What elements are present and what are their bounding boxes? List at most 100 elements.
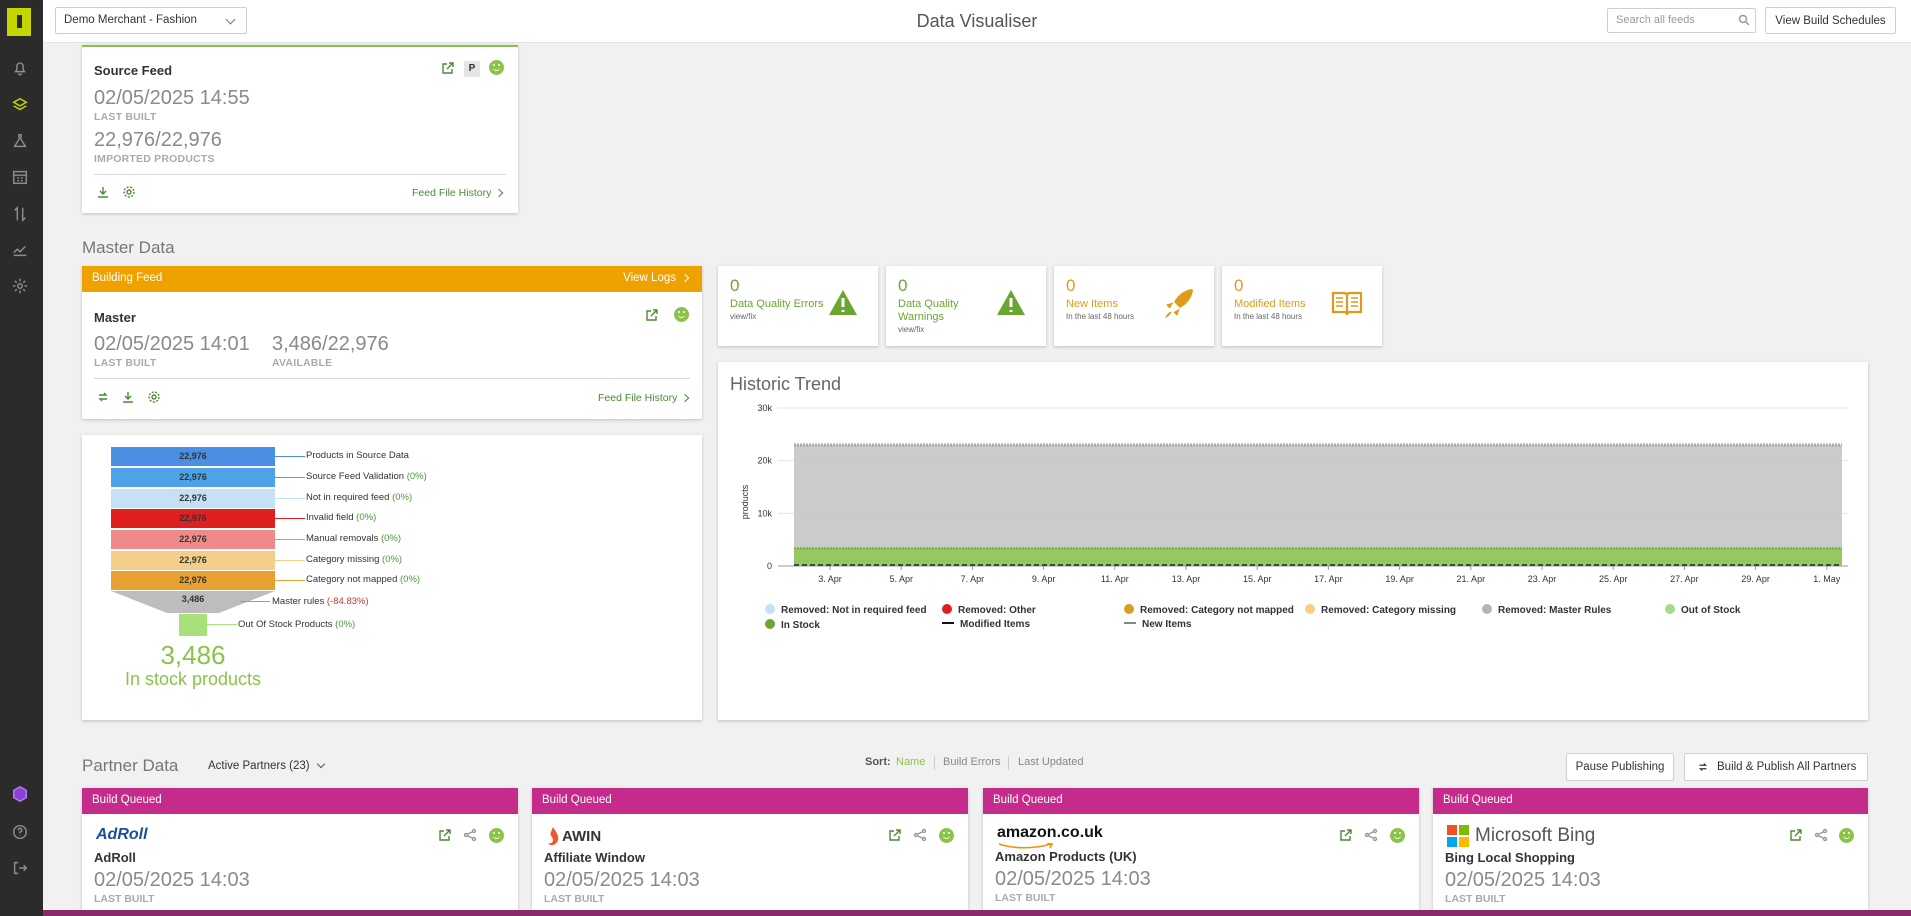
search-input[interactable]: Search all feeds	[1607, 8, 1756, 33]
share-icon[interactable]	[463, 828, 477, 842]
partner-card[interactable]: Build Queued amazon.co.uk Amazon Product…	[983, 788, 1419, 916]
external-link-icon[interactable]	[645, 308, 659, 322]
legend-item[interactable]: New Items	[1124, 619, 1191, 630]
flask-icon[interactable]	[10, 131, 30, 151]
y-tick-label: 20k	[757, 456, 772, 466]
left-nav-rail	[0, 0, 43, 916]
status-smiley-icon	[489, 60, 504, 75]
external-link-icon[interactable]	[888, 828, 902, 842]
stat-value: 0	[1234, 276, 1244, 295]
partner-status-text: Build Queued	[542, 794, 612, 806]
stat-sub[interactable]: view/fix	[730, 312, 757, 321]
data-quality-warnings-card[interactable]: 0 Data Quality Warnings view/fix	[886, 266, 1046, 346]
in-stock-block	[179, 614, 207, 636]
partner-card[interactable]: Build Queued AWIN Affiliate Window 02/05…	[532, 788, 968, 916]
build-publish-all-label: Build & Publish All Partners	[1717, 761, 1857, 773]
master-feed-history-label: Feed File History	[598, 392, 678, 404]
legend-label: New Items	[1142, 619, 1192, 630]
master-available-label: AVAILABLE	[272, 357, 333, 369]
master-title: Master	[94, 310, 136, 325]
funnel-label: Category not mapped (0%)	[306, 574, 420, 585]
external-link-icon[interactable]	[1339, 828, 1353, 842]
legend-item[interactable]: Removed: Not in required feed	[765, 604, 927, 616]
pause-publishing-button[interactable]: Pause Publishing	[1566, 753, 1674, 781]
stat-sub[interactable]: view/fix	[898, 325, 925, 334]
partner-status-banner: Build Queued	[82, 788, 518, 814]
sort-option-name[interactable]: Name	[896, 756, 926, 768]
legend-marker	[1124, 604, 1134, 614]
chart-icon[interactable]	[10, 240, 30, 260]
funnel-label-text: Not in required feed	[306, 492, 390, 503]
funnel-label: Master rules (-84.83%)	[272, 596, 369, 607]
partner-status-banner: Build Queued	[983, 788, 1419, 814]
legend-item[interactable]: Removed: Category missing	[1305, 604, 1456, 616]
in-stock-label: In stock products	[124, 669, 262, 689]
refresh-icon[interactable]	[96, 390, 110, 404]
status-smiley-icon	[1390, 828, 1405, 843]
partner-card[interactable]: Build Queued AdRoll AdRoll 02/05/2025 14…	[82, 788, 518, 916]
share-icon[interactable]	[913, 828, 927, 842]
cube-icon[interactable]	[10, 784, 30, 804]
legend-item[interactable]: Removed: Master Rules	[1482, 604, 1611, 616]
sort-label: Sort:	[865, 756, 891, 768]
funnel-bar: 22,976	[111, 447, 275, 466]
y-tick-label: 30k	[757, 403, 772, 413]
amazon-smile-icon	[998, 843, 1054, 849]
top-bar: Demo Merchant - Fashion Data Visualiser …	[43, 0, 1911, 43]
sort-option-build-errors[interactable]: Build Errors	[943, 756, 1001, 768]
legend-marker	[942, 622, 954, 624]
calendar-icon[interactable]	[10, 167, 30, 187]
layers-icon[interactable]	[10, 95, 30, 115]
chevron-right-icon	[495, 188, 504, 198]
download-icon[interactable]	[96, 185, 110, 199]
funnel-connector	[240, 601, 270, 602]
partner-name: Amazon Products (UK)	[995, 849, 1137, 864]
source-feed-card: Source Feed P 02/05/2025 14:55 LAST BUIL…	[82, 45, 518, 213]
download-icon[interactable]	[121, 390, 135, 404]
legend-item[interactable]: Removed: Category not mapped	[1124, 604, 1294, 616]
warning-icon	[997, 290, 1025, 315]
sort-option-last-updated[interactable]: Last Updated	[1018, 756, 1084, 768]
source-imported-value: 22,976/22,976	[94, 129, 222, 151]
external-link-icon[interactable]	[441, 61, 455, 75]
legend-item[interactable]: In Stock	[765, 619, 820, 631]
source-feed-history-link[interactable]: Feed File History	[412, 187, 504, 199]
bell-icon[interactable]	[10, 58, 30, 78]
data-quality-errors-card[interactable]: 0 Data Quality Errors view/fix	[718, 266, 878, 346]
app-logo[interactable]	[7, 8, 31, 36]
chevron-right-icon	[681, 393, 690, 403]
view-logs-link[interactable]: View Logs	[623, 272, 690, 284]
settings-icon[interactable]	[122, 185, 136, 199]
partner-card[interactable]: Build Queued Microsoft Bing Bing Local S…	[1433, 788, 1868, 916]
external-link-icon[interactable]	[438, 828, 452, 842]
legend-item[interactable]: Removed: Other	[942, 604, 1036, 616]
building-feed-banner: Building Feed View Logs	[82, 266, 702, 292]
view-build-schedules-button[interactable]: View Build Schedules	[1765, 7, 1896, 34]
gear-icon[interactable]	[10, 276, 30, 296]
funnel-pct: (0%)	[400, 574, 421, 585]
x-tick-label: 17. Apr	[1314, 574, 1343, 584]
modified-items-card[interactable]: 0 Modified Items In the last 48 hours	[1222, 266, 1382, 346]
partner-filter-dropdown[interactable]: Active Partners (23)	[208, 759, 325, 772]
funnel-pct: (0%)	[380, 533, 402, 544]
settings-icon[interactable]	[147, 390, 161, 404]
share-icon[interactable]	[1364, 828, 1378, 842]
legend-item[interactable]: Modified Items	[942, 619, 1030, 630]
merchant-select[interactable]: Demo Merchant - Fashion	[55, 7, 247, 34]
help-icon[interactable]	[10, 822, 30, 842]
divider	[94, 378, 690, 379]
transfer-icon[interactable]	[10, 204, 30, 224]
share-icon[interactable]	[1814, 828, 1828, 842]
legend-marker	[1305, 604, 1315, 614]
master-feed-history-link[interactable]: Feed File History	[598, 392, 690, 404]
legend-label: Removed: Not in required feed	[781, 605, 927, 616]
funnel-label-text: Master rules	[272, 596, 325, 607]
external-link-icon[interactable]	[1789, 828, 1803, 842]
new-items-card[interactable]: 0 New Items In the last 48 hours	[1054, 266, 1214, 346]
legend-item[interactable]: Out of Stock	[1665, 604, 1740, 616]
partner-name: AdRoll	[94, 850, 136, 865]
legend-label: In Stock	[781, 620, 820, 631]
build-publish-all-button[interactable]: Build & Publish All Partners	[1684, 753, 1868, 781]
logout-icon[interactable]	[10, 858, 30, 878]
funnel-label-text: Products in Source Data	[306, 450, 409, 461]
